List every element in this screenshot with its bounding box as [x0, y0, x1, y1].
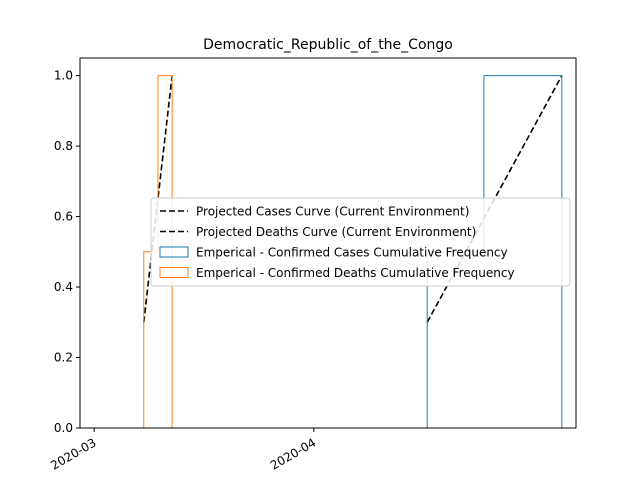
y-tick-label: 0.0: [54, 421, 73, 435]
legend: Projected Cases Curve (Current Environme…: [150, 197, 571, 287]
legend-entry-label: Emperical - Confirmed Deaths Cumulative …: [196, 266, 515, 280]
y-tick-label: 0.2: [54, 351, 73, 365]
y-tick-label: 0.6: [54, 210, 73, 224]
legend-entry-label: Emperical - Confirmed Cases Cumulative F…: [196, 246, 508, 260]
legend-box: [150, 197, 571, 287]
legend-box-swatch: [159, 267, 189, 278]
axes-frame: [79, 57, 577, 429]
chart-title: Democratic_Republic_of_the_Congo: [203, 37, 453, 53]
y-tick-label: 1.0: [54, 69, 73, 83]
legend-entry-label: Projected Cases Curve (Current Environme…: [196, 205, 469, 219]
legend-entry-label: Projected Deaths Curve (Current Environm…: [196, 225, 476, 239]
y-tick-label: 0.8: [54, 139, 73, 153]
dashed-line-series-1: [142, 75, 173, 323]
step-series-3: [143, 75, 173, 428]
legend-box-swatch: [159, 246, 189, 258]
y-tick-label: 0.4: [54, 280, 73, 294]
